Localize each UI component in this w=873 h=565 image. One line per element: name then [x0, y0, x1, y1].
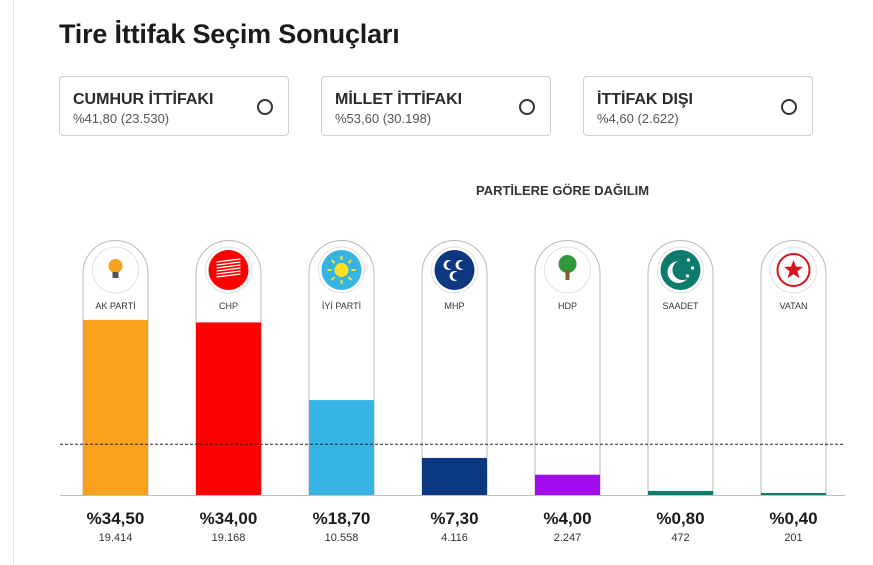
party-percentage: %18,70 [312, 509, 371, 528]
chart-title: PARTİLERE GÖRE DAĞILIM [476, 183, 650, 198]
alliance-card-millet[interactable]: MİLLET İTTİFAKI %53,60 (30.198) [321, 76, 551, 136]
bar [309, 400, 374, 495]
party-name-label: AK PARTİ [95, 301, 135, 311]
logo-shape [686, 258, 691, 262]
mhp-logo-icon [431, 246, 478, 294]
logo-shape [216, 261, 241, 266]
logo-shape [776, 253, 811, 287]
bar [535, 474, 600, 495]
logo-shape [347, 276, 353, 281]
logo-shape [216, 267, 241, 272]
ak-parti-logo-icon [92, 246, 139, 294]
logo-shape [216, 264, 241, 269]
bar [422, 457, 487, 495]
hdp-logo-icon [544, 246, 591, 294]
party-name-label: İYİ PARTİ [322, 301, 361, 311]
logo-shape [112, 272, 119, 278]
bar [648, 490, 713, 495]
chp-logo-icon [205, 246, 252, 294]
party-vote-count: 2.247 [553, 532, 582, 544]
party-vote-count: 472 [671, 532, 690, 544]
party-column-outline [647, 240, 714, 495]
logo-shape [558, 255, 577, 273]
party-name-label: MHP [445, 301, 465, 311]
alliance-value: %41,80 (23.530) [73, 111, 170, 126]
party-vote-count: 19.168 [211, 532, 246, 544]
party-column-5: SAADET [647, 240, 714, 495]
logo-shape [672, 260, 693, 280]
party-vote-count: 201 [784, 532, 803, 544]
party-column-2: İYİ PARTİ [308, 240, 375, 495]
party-vote-count: 19.414 [98, 532, 133, 544]
logo-shape [334, 263, 349, 277]
party-column-0: AK PARTİ [82, 240, 149, 495]
logo-shape [330, 259, 336, 264]
alliance-name: MİLLET İTTİFAKI [335, 91, 463, 108]
logo-shape [347, 259, 353, 264]
logo-shape [784, 260, 803, 279]
logo-shape [458, 261, 467, 269]
logo-shape [216, 273, 241, 278]
logo-shape [690, 266, 695, 270]
party-name-label: VATAN [779, 301, 807, 311]
party-column-1: CHP [195, 240, 262, 495]
logo-shape [565, 270, 570, 280]
party-column-outline [534, 240, 601, 495]
party-percentage: %4,00 [543, 509, 592, 528]
alliance-name: İTTİFAK DIŞI [597, 91, 693, 108]
party-percentage: %34,00 [199, 509, 258, 528]
alliance-card-cumhur[interactable]: CUMHUR İTTİFAKI %41,80 (23.530) [59, 76, 289, 136]
alliance-radio-button[interactable] [519, 99, 535, 115]
party-name-label: CHP [219, 301, 238, 311]
party-column-outline [421, 240, 488, 495]
party-vote-count: 10.558 [324, 532, 359, 544]
left-divider [13, 0, 14, 565]
bar [761, 492, 826, 495]
iyi-parti-logo-icon [318, 246, 365, 294]
bar [196, 322, 261, 495]
party-column-4: HDP [534, 240, 601, 495]
bar [83, 319, 148, 495]
party-name-label: HDP [558, 301, 577, 311]
logo-shape [685, 274, 690, 278]
party-name-label: SAADET [662, 301, 699, 311]
party-vote-count: 4.116 [441, 532, 468, 544]
party-column-3: MHP [421, 240, 488, 495]
party-column-outline [760, 240, 827, 495]
alliance-name: CUMHUR İTTİFAKI [73, 91, 214, 108]
alliance-value: %53,60 (30.198) [335, 111, 432, 126]
logo-disc [434, 250, 475, 290]
saadet-logo-icon [657, 246, 704, 294]
logo-shape [452, 272, 461, 280]
page-title: Tire İttifak Seçim Sonuçları [59, 19, 400, 49]
party-column-6: VATAN [760, 240, 827, 495]
logo-shape [216, 258, 241, 263]
party-percentage: %0,40 [769, 509, 818, 528]
logo-shape [330, 276, 336, 281]
party-percentage: %7,30 [430, 509, 479, 528]
logo-shape [108, 259, 123, 273]
alliance-value: %4,60 (2.622) [597, 111, 679, 126]
alliance-radio-button[interactable] [781, 99, 797, 115]
logo-shape [446, 261, 455, 269]
alliance-radio-button[interactable] [257, 99, 273, 115]
logo-shape [216, 270, 241, 275]
party-percentage: %34,50 [86, 509, 145, 528]
vatan-logo-icon [770, 246, 817, 294]
party-percentage: %0,80 [656, 509, 705, 528]
alliance-card-ittifak-disi[interactable]: İTTİFAK DIŞI %4,60 (2.622) [583, 76, 813, 136]
